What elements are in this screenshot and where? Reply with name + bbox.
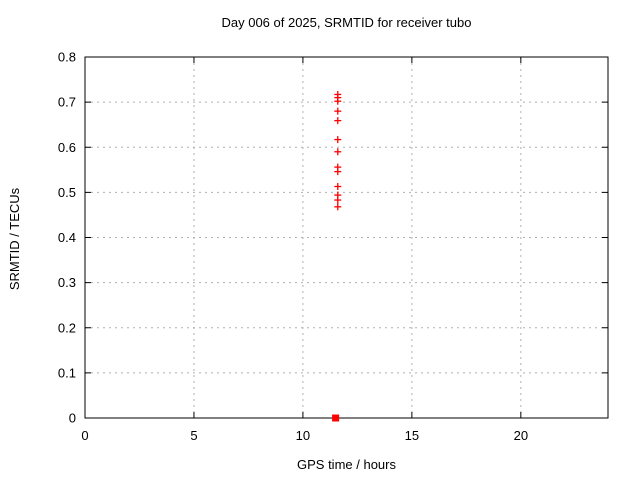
x-tick-label: 20 [514,428,528,443]
y-tick-label: 0.3 [58,275,76,290]
y-tick-label: 0.6 [58,140,76,155]
y-tick-label: 0.2 [58,320,76,335]
x-axis-label: GPS time / hours [297,457,396,472]
y-tick-label: 0.7 [58,95,76,110]
x-tick-label: 10 [296,428,310,443]
x-tick-label: 15 [405,428,419,443]
x-tick-label: 0 [81,428,88,443]
y-tick-label: 0 [69,411,76,426]
y-tick-label: 0.5 [58,185,76,200]
y-tick-label: 0.4 [58,230,76,245]
y-tick-label: 0.1 [58,365,76,380]
x-tick-label: 5 [190,428,197,443]
y-tick-label: 0.8 [58,50,76,65]
data-point-marker [332,414,340,422]
chart-title: Day 006 of 2025, SRMTID for receiver tub… [221,15,472,30]
